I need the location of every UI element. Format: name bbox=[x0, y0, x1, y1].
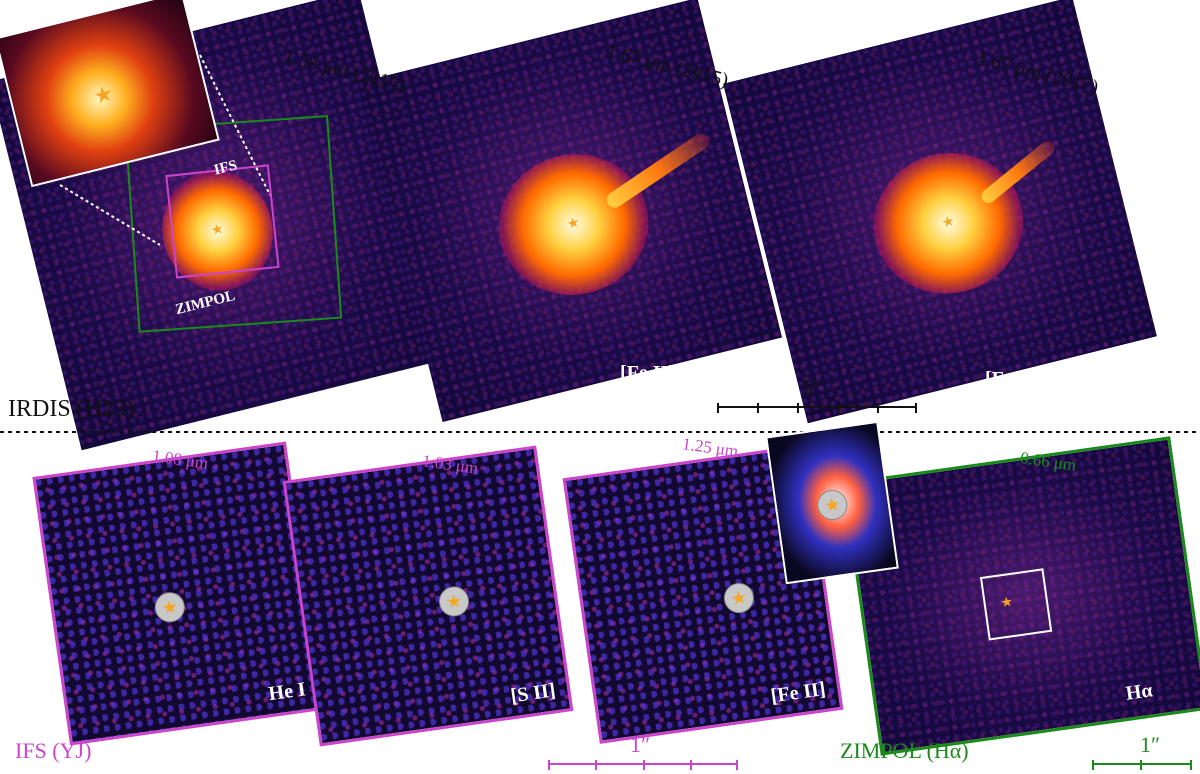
irdis-scale-label: 5″ bbox=[802, 375, 823, 400]
ifs-scale-label: 1″ bbox=[630, 732, 651, 757]
ifs-panel-2: ★ [S II] bbox=[282, 445, 574, 747]
zimpol-panel-line: Hα bbox=[1124, 679, 1154, 705]
zimpol-scale-bar bbox=[1092, 760, 1192, 770]
irdis-scale-bar bbox=[717, 403, 917, 413]
irdis-panel-2-line: [Fe II] bbox=[620, 362, 675, 384]
ifs-scale-bar bbox=[548, 760, 738, 770]
zimpol-scale-label: 1″ bbox=[1140, 732, 1161, 757]
irdis-panel-3-line: [Fe II] bbox=[985, 368, 1040, 390]
ifs-panel-1: ★ He I bbox=[32, 441, 324, 746]
zimpol-instrument-label: ZIMPOL (Hα) bbox=[840, 738, 969, 763]
star-icon: ★ bbox=[999, 594, 1015, 612]
irdis-instrument-label: IRDIS (H23) bbox=[8, 396, 134, 422]
zimpol-panel: ★ Hα bbox=[842, 436, 1200, 756]
ifs-instrument-label: IFS (YJ) bbox=[15, 738, 92, 763]
zimpol-zoom-box bbox=[979, 568, 1053, 641]
zimpol-zoom-inset: ★ bbox=[765, 420, 899, 585]
